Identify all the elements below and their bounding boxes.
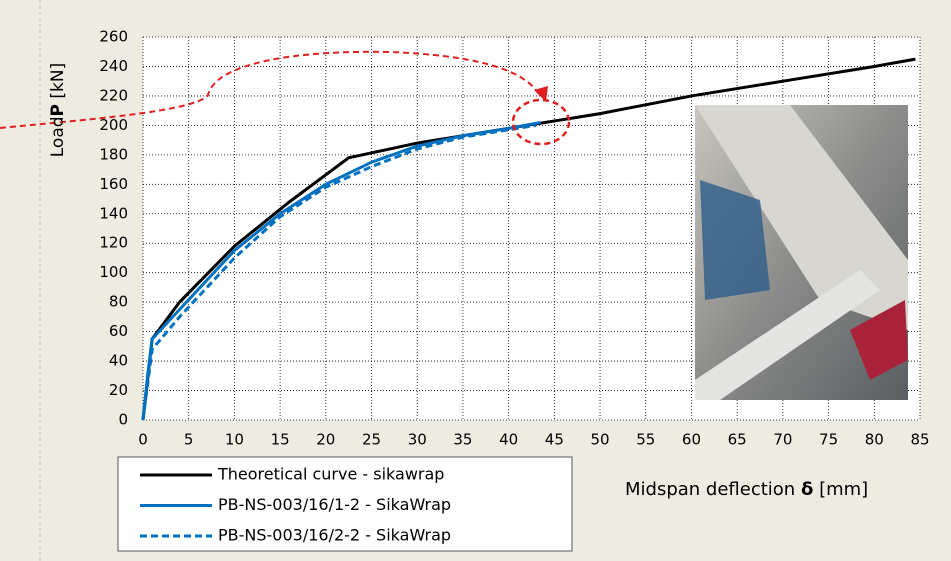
x-axis-label: Midspan deflection δ [mm] (625, 479, 868, 500)
x-tick-label: 40 (499, 431, 518, 449)
x-tick-label: 55 (636, 431, 655, 449)
x-tick-label: 5 (184, 431, 194, 449)
y-tick-label: 220 (99, 86, 128, 104)
y-tick-label: 0 (118, 411, 128, 429)
y-label-text: Load (48, 116, 68, 157)
x-tick-label: 65 (728, 431, 747, 449)
y-tick-label: 140 (99, 204, 128, 222)
y-tick-label: 260 (99, 28, 128, 46)
series-line (141, 57, 916, 421)
x-tick-label: 60 (682, 431, 701, 449)
series-line (141, 123, 537, 421)
y-tick-label: 100 (99, 263, 128, 281)
legend-label: PB-NS-003/16/1-2 - SikaWrap (218, 495, 451, 514)
x-label-text: Midspan deflection (625, 479, 795, 500)
x-tick-label: 30 (408, 431, 427, 449)
x-label-unit: [mm] (819, 479, 868, 500)
x-tick-label: 20 (316, 431, 335, 449)
x-tick-label: 10 (225, 431, 244, 449)
y-tick-label: 180 (99, 145, 128, 163)
x-tick-label: 70 (773, 431, 792, 449)
x-tick-label: 50 (591, 431, 610, 449)
y-tick-label: 80 (109, 293, 128, 311)
x-tick-label: 0 (138, 431, 148, 449)
y-axis-label: LoadP [kN] (48, 63, 68, 158)
legend-label: PB-NS-003/16/2-2 - SikaWrap (218, 526, 451, 545)
y-tick-label: 200 (99, 116, 128, 134)
photo-inset (695, 105, 908, 400)
x-tick-label: 80 (865, 431, 884, 449)
y-tick-label: 60 (109, 322, 128, 340)
x-tick-label: 25 (362, 431, 381, 449)
x-tick-label: 75 (819, 431, 838, 449)
x-label-symbol: δ (801, 479, 813, 500)
y-tick-label: 160 (99, 175, 128, 193)
legend-label: Theoretical curve - sikawrap (217, 465, 444, 484)
y-tick-label: 240 (99, 57, 128, 75)
y-tick-label: 20 (109, 381, 128, 399)
y-label-unit: [kN] (48, 63, 68, 99)
y-tick-label: 40 (109, 352, 128, 370)
x-tick-label: 35 (453, 431, 472, 449)
y-tick-label: 120 (99, 234, 128, 252)
x-tick-label: 85 (910, 431, 929, 449)
x-tick-label: 15 (271, 431, 290, 449)
callout (0, 50, 571, 146)
x-tick-label: 45 (545, 431, 564, 449)
y-label-symbol: P (48, 104, 68, 116)
